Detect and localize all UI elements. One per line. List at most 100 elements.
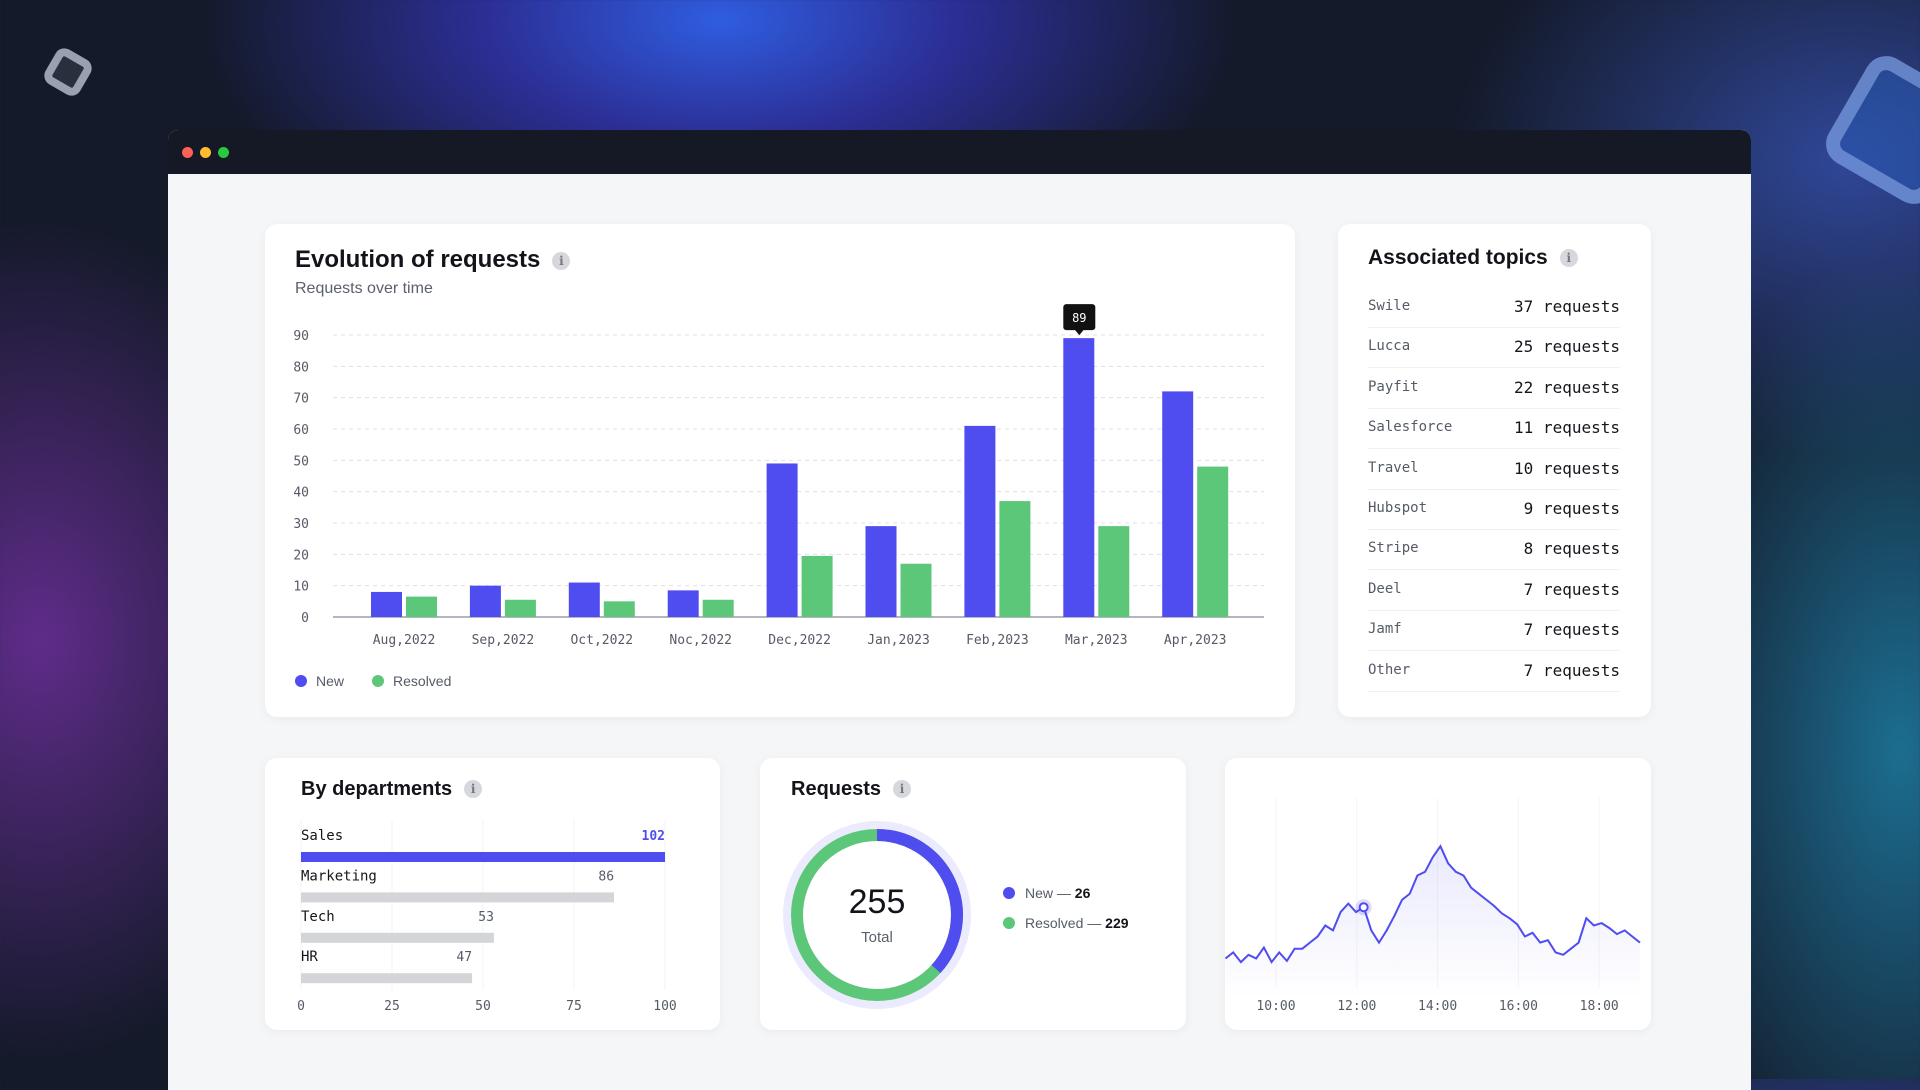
info-icon[interactable]: i <box>552 252 571 270</box>
topic-count: 25 requests <box>1514 337 1620 356</box>
topic-name: Stripe <box>1368 540 1419 557</box>
bar-resolved[interactable] <box>1197 466 1229 617</box>
topic-count-part: requests <box>1542 297 1620 316</box>
bar-new[interactable] <box>865 526 897 617</box>
bar-new[interactable] <box>964 425 996 617</box>
requests-donut-chart <box>783 821 971 1009</box>
bar-resolved[interactable] <box>999 501 1031 617</box>
area-fill <box>1225 846 1641 998</box>
topic-row[interactable]: Swile 37 requests <box>1368 288 1620 328</box>
bar-new[interactable] <box>766 463 798 617</box>
bar-new[interactable] <box>568 582 600 617</box>
topic-count: 22 requests <box>1514 378 1620 397</box>
info-icon[interactable]: i <box>893 780 912 798</box>
maximize-window-button[interactable] <box>218 147 229 158</box>
legend-new[interactable]: New <box>295 673 344 689</box>
x-tick-label: 18:00 <box>1580 999 1619 1014</box>
x-tick-label: Aug,2022 <box>373 633 436 648</box>
x-tick-label: 100 <box>653 999 676 1014</box>
topic-count: 10 requests <box>1514 459 1620 478</box>
tooltip-box <box>1063 304 1096 331</box>
topic-name: Salesforce <box>1368 419 1453 436</box>
donut-halo <box>783 821 971 1009</box>
y-tick-label: 0 <box>301 611 309 626</box>
bar-new[interactable] <box>667 590 699 617</box>
legend-label: New — <box>1025 885 1075 901</box>
topic-row[interactable]: Deel 7 requests <box>1368 571 1620 611</box>
topic-count-part: 37 <box>1514 297 1534 316</box>
requests-card: Requests i 255 Total New — 26 Resolved — … <box>760 758 1186 1030</box>
topic-row[interactable]: Jamf 7 requests <box>1368 611 1620 652</box>
bar-resolved[interactable] <box>801 555 833 617</box>
department-value: 102 <box>642 829 665 844</box>
department-value: 86 <box>598 869 614 884</box>
x-tick-label: 14:00 <box>1418 999 1457 1014</box>
legend-resolved: Resolved — 229 <box>1003 915 1129 931</box>
topic-count-part: requests <box>1542 337 1620 357</box>
highlight-point[interactable] <box>1358 902 1369 913</box>
legend-dot-icon <box>1003 917 1015 929</box>
department-label: Tech <box>301 909 335 925</box>
topic-count-part: 7 <box>1523 579 1534 599</box>
bar-new[interactable] <box>469 585 501 617</box>
topic-count: 8 requests <box>1524 539 1620 558</box>
department-bar[interactable] <box>301 973 473 984</box>
bar-resolved[interactable] <box>406 596 437 617</box>
info-icon[interactable]: i <box>1559 249 1578 267</box>
bar-new[interactable] <box>1063 338 1095 617</box>
bar-resolved[interactable] <box>900 563 932 617</box>
topic-count: 7 requests <box>1524 580 1620 599</box>
topic-count-part: 10 <box>1514 458 1534 478</box>
bar-new[interactable] <box>371 591 402 617</box>
departments-card: By departments i 0 25 50 75 100 Sales 102 Market… <box>265 758 720 1030</box>
department-bar[interactable] <box>301 932 494 943</box>
topic-count-part: 22 <box>1514 377 1534 397</box>
donut-slice-new[interactable] <box>876 829 963 974</box>
y-tick-label: 10 <box>293 580 309 595</box>
close-window-button[interactable] <box>182 147 193 158</box>
topic-count-part: 7 <box>1523 660 1534 680</box>
topic-name: Lucca <box>1368 338 1411 355</box>
topic-count-part: 7 <box>1523 620 1534 640</box>
bar-resolved[interactable] <box>504 599 536 617</box>
bar-resolved[interactable] <box>1098 526 1130 617</box>
topic-row[interactable]: Stripe 8 requests <box>1368 530 1620 571</box>
topic-name: Travel <box>1368 459 1419 476</box>
x-tick-label: Oct,2022 <box>570 633 633 648</box>
topic-row[interactable]: Payfit 22 requests <box>1368 369 1620 409</box>
tooltip-arrow <box>1074 329 1085 336</box>
topic-count: 11 requests <box>1514 418 1620 437</box>
info-icon[interactable]: i <box>464 780 483 798</box>
y-tick-label: 80 <box>293 360 309 375</box>
department-bar[interactable] <box>301 892 615 903</box>
legend-label: New <box>316 673 345 689</box>
minimize-window-button[interactable] <box>200 147 211 158</box>
legend-dot-icon <box>372 675 385 687</box>
topic-row[interactable]: Travel 10 requests <box>1368 450 1620 490</box>
topic-count-part: requests <box>1542 660 1620 680</box>
legend-dot-icon <box>1003 887 1015 899</box>
topics-title: Associated topics <box>1368 246 1548 269</box>
topic-row[interactable]: Lucca 25 requests <box>1368 328 1620 369</box>
x-tick-label: Apr,2023 <box>1164 633 1227 648</box>
department-label: HR <box>301 949 318 965</box>
bar-resolved[interactable] <box>702 599 734 617</box>
legend-label: Resolved — <box>1025 915 1106 931</box>
topic-count: 7 requests <box>1524 620 1620 639</box>
department-label: Sales <box>301 828 343 844</box>
topic-row[interactable]: Salesforce 11 requests <box>1368 409 1620 450</box>
x-tick-label: 16:00 <box>1499 999 1538 1014</box>
topic-count: 37 requests <box>1514 297 1620 316</box>
x-tick-label: 10:00 <box>1256 999 1295 1014</box>
donut-total-label: Total <box>861 929 893 946</box>
department-bar[interactable] <box>301 852 665 862</box>
topic-row[interactable]: Other 7 requests <box>1368 652 1620 692</box>
topic-row[interactable]: Hubspot 9 requests <box>1368 490 1620 530</box>
evolution-subtitle: Requests over time <box>295 280 433 297</box>
requests-title: Requests <box>791 778 882 800</box>
bar-resolved[interactable] <box>603 601 635 617</box>
bar-new[interactable] <box>1162 391 1194 617</box>
departments-bar-chart: 0 25 50 75 100 Sales 102 Marketing 86 Tech 53 HR 47 <box>297 820 677 1014</box>
topic-count-part: 11 <box>1514 418 1534 438</box>
legend-resolved[interactable]: Resolved <box>372 673 451 689</box>
